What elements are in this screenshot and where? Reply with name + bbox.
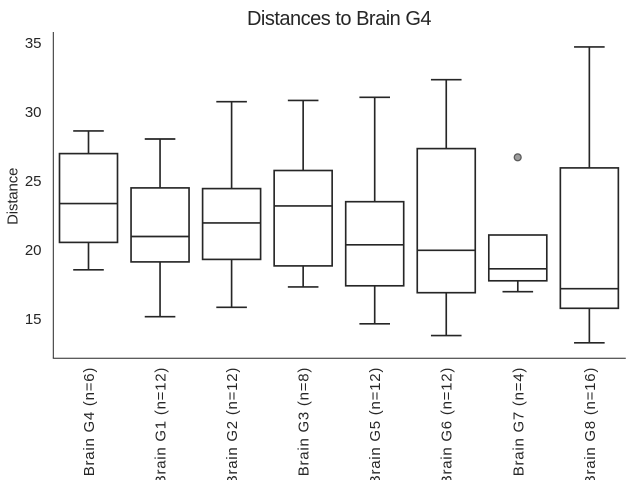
svg-text:Brain G6 (n=12): Brain G6 (n=12) <box>439 367 456 480</box>
svg-text:Brain G1 (n=12): Brain G1 (n=12) <box>153 367 170 480</box>
svg-text:Brain G2 (n=12): Brain G2 (n=12) <box>224 367 241 480</box>
svg-text:35: 35 <box>25 35 42 52</box>
svg-text:30: 30 <box>25 104 42 121</box>
svg-text:15: 15 <box>25 311 42 328</box>
svg-text:Distances to Brain G4: Distances to Brain G4 <box>247 8 431 30</box>
svg-text:Brain G3 (n=8): Brain G3 (n=8) <box>296 367 313 476</box>
svg-text:Brain G7 (n=4): Brain G7 (n=4) <box>510 367 527 476</box>
svg-text:25: 25 <box>25 173 42 190</box>
svg-text:Distance: Distance <box>5 168 21 225</box>
svg-text:Brain G8 (n=16): Brain G8 (n=16) <box>582 367 599 480</box>
svg-text:20: 20 <box>25 242 42 259</box>
svg-text:Brain G5 (n=12): Brain G5 (n=12) <box>367 367 384 480</box>
svg-text:Brain G4 (n=6): Brain G4 (n=6) <box>81 367 98 476</box>
